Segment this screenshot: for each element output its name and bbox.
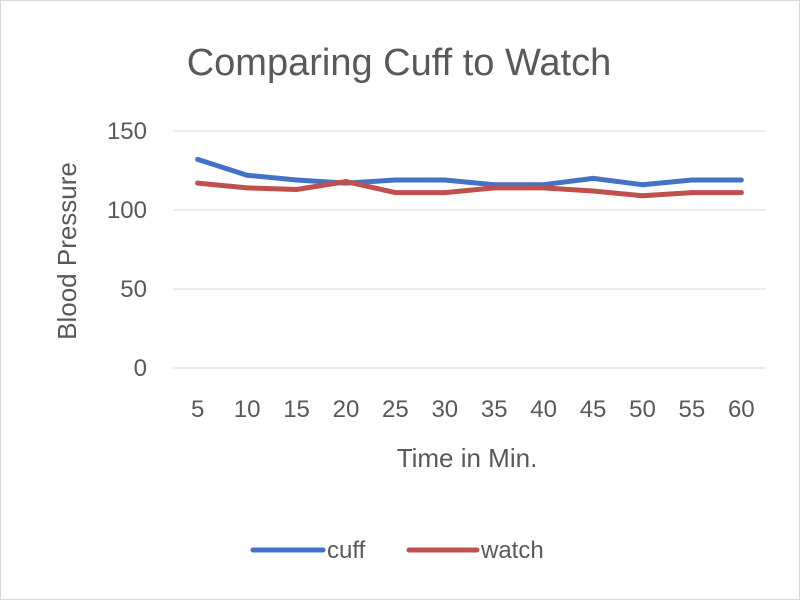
data-point-watch (244, 185, 250, 191)
x-tick-label: 50 (629, 396, 656, 423)
data-point-watch (195, 180, 201, 186)
data-point-cuff (590, 175, 596, 181)
data-point-cuff (738, 177, 744, 183)
data-point-cuff (689, 177, 695, 183)
data-point-cuff (244, 172, 250, 178)
y-tick-label: 100 (107, 197, 147, 224)
data-point-watch (491, 185, 497, 191)
data-point-cuff (639, 182, 645, 188)
data-point-cuff (442, 177, 448, 183)
legend-label-watch: watch (480, 537, 544, 564)
series-lines (195, 156, 744, 199)
legend-label-cuff: cuff (327, 537, 366, 564)
data-point-watch (343, 179, 349, 185)
x-tick-label: 25 (382, 396, 409, 423)
data-point-watch (689, 190, 695, 196)
data-point-watch (294, 186, 300, 192)
data-point-watch (590, 188, 596, 194)
x-axis-label: Time in Min. (397, 443, 538, 473)
y-tick-label: 150 (107, 118, 147, 145)
chart-title: Comparing Cuff to Watch (187, 42, 612, 84)
series-line-watch (195, 179, 744, 199)
data-point-watch (541, 185, 547, 191)
x-tick-label: 35 (481, 396, 508, 423)
data-point-cuff (392, 177, 398, 183)
y-tick-label: 0 (134, 355, 147, 382)
y-tick-label: 50 (120, 276, 147, 303)
gridlines (173, 130, 766, 369)
x-tick-label: 15 (283, 396, 310, 423)
data-point-cuff (294, 177, 300, 183)
data-point-watch (392, 190, 398, 196)
x-tick-label: 45 (580, 396, 607, 423)
data-point-cuff (195, 156, 201, 162)
x-tick-label: 20 (333, 396, 360, 423)
y-axis-ticks: 0 50 100 150 (107, 118, 147, 382)
data-point-watch (639, 193, 645, 199)
legend: cuff watch (250, 537, 544, 564)
data-point-watch (738, 190, 744, 196)
x-tick-label: 55 (679, 396, 706, 423)
x-tick-label: 60 (728, 396, 755, 423)
x-tick-label: 10 (234, 396, 261, 423)
x-tick-label: 30 (431, 396, 458, 423)
x-tick-label: 40 (530, 396, 557, 423)
x-axis-ticks: 5 10 15 20 25 30 35 40 45 50 55 60 (191, 396, 755, 423)
data-point-watch (442, 190, 448, 196)
x-tick-label: 5 (191, 396, 204, 423)
series-line-cuff (195, 156, 744, 188)
y-axis-label: Blood Pressure (52, 162, 82, 340)
